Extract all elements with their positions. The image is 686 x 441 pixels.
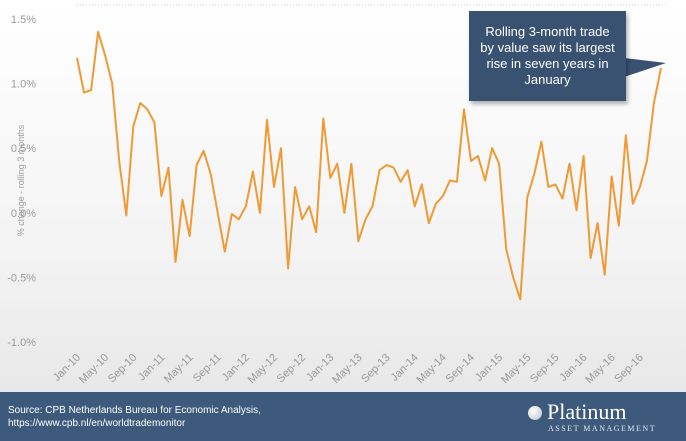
- y-tick-label: 1.0%: [11, 79, 36, 91]
- x-tick-label: Sep-10: [106, 352, 140, 386]
- x-tick-label: Sep-15: [528, 352, 562, 386]
- x-tick-label: Sep-14: [444, 352, 478, 386]
- line-chart: 1.5% 1.0% 0.5% 0.0% -0.5% -1.0% % change - rol…: [7, 4, 668, 386]
- x-tick-label: Sep-11: [191, 352, 224, 385]
- x-tick-label: May-11: [162, 352, 196, 386]
- y-tick-label: 0.5%: [11, 143, 36, 155]
- annotation-text: Rolling 3-month trade by value saw its l…: [480, 24, 615, 87]
- y-tick-label: -1.0%: [7, 337, 36, 349]
- y-tick-label: -0.5%: [7, 272, 36, 284]
- x-tick-label: May-14: [415, 352, 449, 386]
- x-tick-label: Sep-13: [359, 352, 393, 386]
- callout-pointer: [624, 58, 666, 77]
- source-note: Source: CPB Netherlands Bureau for Econo…: [8, 404, 448, 430]
- x-tick-label: Sep-12: [275, 352, 309, 386]
- logo-orb-icon: [528, 406, 542, 420]
- y-tick-label: 1.5%: [11, 14, 36, 26]
- x-tick-label: May-12: [246, 352, 280, 386]
- source-line-2: https://www.cpb.nl/en/worldtrademonitor: [8, 418, 186, 429]
- series-line: [76, 30, 662, 301]
- x-tick-label: Sep-16: [612, 352, 646, 386]
- y-tick-label: 0.0%: [11, 208, 36, 220]
- logo-subtitle: ASSET MANAGEMENT: [548, 424, 657, 433]
- logo-name: Platinum: [547, 399, 627, 424]
- x-tick-label: May-16: [583, 352, 617, 386]
- y-axis-label: % change - rolling 3 months: [16, 124, 26, 236]
- x-tick-label: May-13: [330, 352, 364, 386]
- x-tick-label: May-15: [499, 352, 533, 386]
- x-tick-label: May-10: [77, 352, 111, 386]
- annotation-callout: Rolling 3-month trade by value saw its l…: [469, 11, 626, 101]
- footer-bar: Source: CPB Netherlands Bureau for Econo…: [0, 392, 686, 441]
- platinum-logo: Platinum ASSET MANAGEMENT: [528, 399, 678, 437]
- source-line-1: Source: CPB Netherlands Bureau for Econo…: [8, 405, 261, 416]
